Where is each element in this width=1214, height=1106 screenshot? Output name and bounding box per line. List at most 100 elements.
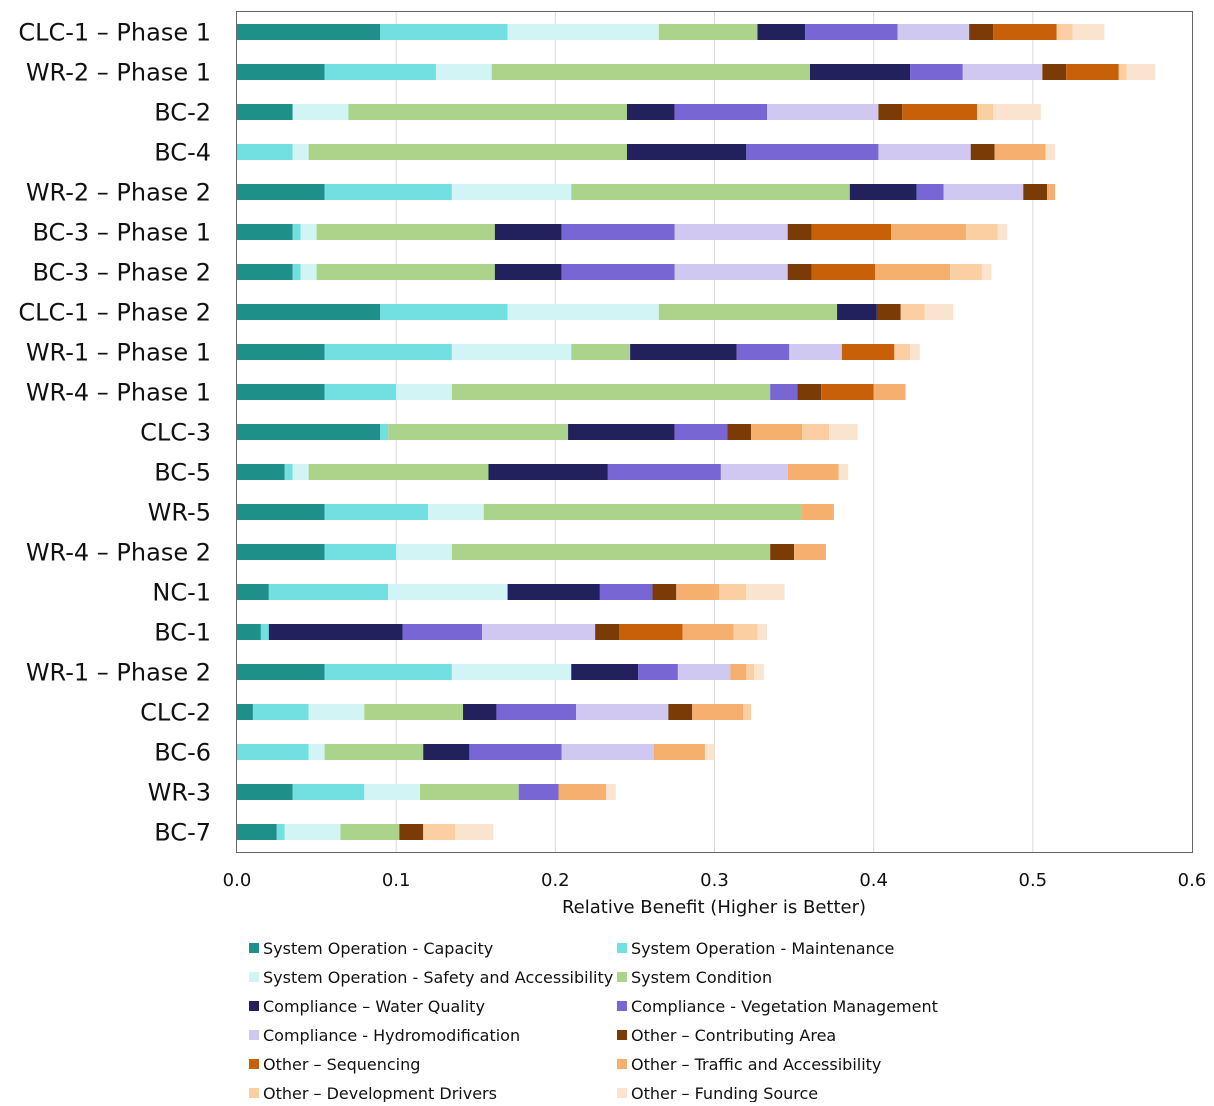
bar-segment <box>1072 24 1105 40</box>
x-axis-title: Relative Benefit (Higher is Better) <box>562 897 866 918</box>
bar-segment <box>674 264 788 280</box>
bar-segment <box>507 584 600 600</box>
bar-segment <box>237 504 325 520</box>
bar-segment <box>324 504 428 520</box>
bar-segment <box>324 384 397 400</box>
bar-segment <box>237 464 285 480</box>
bar-segment <box>284 824 341 840</box>
bar-segment <box>736 344 790 360</box>
bar-segment <box>754 664 764 680</box>
bar-segment <box>802 424 830 440</box>
category-label: BC-7 <box>154 819 211 847</box>
bar-segment <box>292 224 301 240</box>
bar-segment <box>746 144 879 160</box>
bar-segment <box>451 384 771 400</box>
bar-segment <box>626 144 747 160</box>
bar-segment <box>674 424 728 440</box>
bar-segment <box>237 744 309 760</box>
bar-segment <box>482 624 596 640</box>
bar-segment <box>770 544 795 560</box>
x-tick-labels: 0.0 0.1 0.2 0.3 0.4 0.5 0.6 <box>223 870 1207 891</box>
bar-segment <box>677 664 731 680</box>
legend-label: Other – Contributing Area <box>631 1026 836 1045</box>
bar-segment <box>316 224 495 240</box>
bar-segment <box>595 624 619 640</box>
bar-segment <box>399 824 424 840</box>
bar-segment <box>638 664 678 680</box>
bar-segment <box>878 144 971 160</box>
bar-segment <box>451 664 572 680</box>
bar-segment <box>994 144 1046 160</box>
bar-segment <box>668 704 693 720</box>
x-tick-label: 0.4 <box>859 870 888 891</box>
bar-segment <box>733 624 758 640</box>
bar-segment <box>746 664 755 680</box>
bar-segment <box>518 784 559 800</box>
bar-segment <box>810 64 911 80</box>
bar-segment <box>268 584 389 600</box>
bar-segment <box>292 464 309 480</box>
bar-segment <box>910 344 920 360</box>
bar-segment <box>1056 24 1073 40</box>
bar-segment <box>1126 64 1156 80</box>
category-label: WR-1 – Phase 1 <box>26 339 211 367</box>
bar-segment <box>652 584 677 600</box>
bar-segment <box>435 64 492 80</box>
bar-segment <box>494 224 562 240</box>
bar-segment <box>619 624 683 640</box>
bar-segment <box>811 264 876 280</box>
category-label: BC-3 – Phase 1 <box>32 219 211 247</box>
x-tick-label: 0.2 <box>541 870 570 891</box>
bar-segment <box>630 344 737 360</box>
bar-segment <box>308 144 627 160</box>
bar-segment <box>237 104 293 120</box>
bar-segment <box>965 224 998 240</box>
bar-segment <box>970 144 995 160</box>
bars-layer <box>237 24 1156 840</box>
bar-segment <box>894 344 911 360</box>
bar-segment <box>719 584 747 600</box>
legend-label: System Operation - Safety and Accessibil… <box>263 968 613 987</box>
bar-segment <box>561 744 655 760</box>
bar-segment <box>364 784 421 800</box>
bar-segment <box>388 424 569 440</box>
bar-segment <box>757 24 806 40</box>
legend-swatch <box>249 1001 259 1011</box>
category-label: WR-2 – Phase 1 <box>26 59 211 87</box>
category-label: WR-5 <box>148 499 211 527</box>
bar-segment <box>324 664 452 680</box>
category-label: BC-6 <box>154 739 211 767</box>
bar-segment <box>704 744 715 760</box>
legend-swatch <box>617 1001 627 1011</box>
bar-segment <box>237 424 381 440</box>
bar-segment <box>237 64 325 80</box>
bar-segment <box>658 304 838 320</box>
bar-segment <box>237 304 381 320</box>
bar-segment <box>794 544 826 560</box>
bar-segment <box>308 744 325 760</box>
bar-segment <box>292 104 349 120</box>
category-label: BC-4 <box>154 139 211 167</box>
bar-segment <box>469 744 562 760</box>
bar-segment <box>658 24 758 40</box>
bar-segment <box>849 184 917 200</box>
bar-segment <box>770 384 798 400</box>
bar-segment <box>950 264 982 280</box>
bar-segment <box>423 744 470 760</box>
bar-segment <box>730 664 747 680</box>
bar-segment <box>802 504 834 520</box>
category-label: CLC-2 <box>140 699 211 727</box>
bar-segment <box>977 104 994 120</box>
bar-segment <box>292 784 365 800</box>
bar-segment <box>402 624 483 640</box>
legend-swatch <box>617 1059 627 1069</box>
bar-segment <box>380 24 508 40</box>
bar-segment <box>423 824 456 840</box>
bar-segment <box>380 304 508 320</box>
bar-segment <box>237 144 293 160</box>
bar-segment <box>1045 144 1056 160</box>
bar-segment <box>606 784 616 800</box>
legend-swatch <box>617 943 627 953</box>
bar-segment <box>924 304 954 320</box>
